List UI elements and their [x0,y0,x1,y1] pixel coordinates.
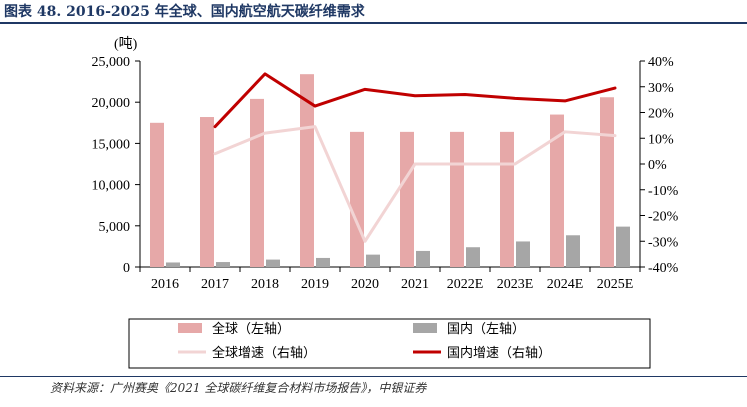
title-rule [0,22,747,24]
legend-item-global-growth-label: 全球增速（右轴） [212,345,316,361]
bar-global [450,131,464,267]
y-unit-label: (吨) [114,36,138,52]
y-left-tick-label: 25,000 [92,55,131,70]
bar-global [600,97,614,267]
y-left-tick-label: 15,000 [92,137,131,152]
y-left-tick-label: 10,000 [92,179,131,194]
bar-domestic [416,250,430,267]
line-domestic-growth [213,72,617,129]
chart-title: 图表 48. 2016-2025 年全球、国内航空航天碳纤维需求 [4,4,365,20]
ticks: (吨) 0 5,000 10,000 15,000 20,000 25,000 -40% -30… [92,36,679,292]
legend-box [128,318,651,369]
x-tick-label: 2017 [201,277,229,292]
bar-global [250,98,264,268]
bar-domestic [616,226,630,267]
x-tick-label: 2016 [151,277,179,292]
bar-domestic [566,235,580,267]
legend-item-domestic-swatch [413,323,437,333]
y-right-tick-label: 10% [648,132,674,147]
bar-domestic [516,241,530,267]
bar-domestic [316,257,330,267]
bar-global [550,114,564,267]
y-right-tick-label: -20% [648,210,679,225]
source-note: 资料来源：广州赛奥《2021 全球碳纤维复合材料市场报告》，中银证券 [50,381,427,395]
bar-global [150,122,164,267]
bar-global [400,131,414,267]
bars [150,74,630,268]
legend-item-domestic-label: 国内（左轴） [447,321,525,337]
y-right-tick-label: 40% [648,55,674,70]
x-tick-label: 2021 [401,277,429,292]
y-right-tick-label: -30% [648,235,679,250]
bar-domestic [266,259,280,267]
x-tick-label: 2024E [547,277,584,292]
bar-global [500,131,514,267]
legend: 全球（左轴） 国内（左轴） 全球增速（右轴） 国内增速（右轴） [128,318,651,369]
y-right-tick-label: -40% [648,261,679,276]
line-global-growth [213,125,617,243]
y-left-tick-label: 5,000 [99,220,131,235]
bar-global [200,117,214,267]
y-left-tick-label: 20,000 [92,96,131,111]
x-tick-label: 2025E [597,277,634,292]
legend-item-global-swatch [178,323,202,333]
bar-domestic [466,247,480,267]
source-rule [0,376,747,377]
y-right-tick-label: -10% [648,184,679,199]
bar-domestic [366,254,380,267]
x-tick-label: 2022E [447,277,484,292]
x-tick-label: 2023E [497,277,534,292]
legend-item-global-label: 全球（左轴） [212,321,290,337]
bar-domestic [166,262,180,267]
y-right-tick-label: 20% [648,107,674,122]
x-tick-label: 2020 [351,277,379,292]
bar-global [350,131,364,267]
y-right-tick-label: 30% [648,81,674,96]
bar-domestic [216,262,230,267]
y-right-tick-label: 0% [648,158,667,173]
legend-item-domestic-growth-label: 国内增速（右轴） [447,345,551,361]
y-left-tick-label: 0 [123,261,130,276]
lines [213,72,617,243]
x-tick-label: 2019 [301,277,329,292]
x-tick-label: 2018 [251,277,279,292]
bar-global [300,74,314,268]
